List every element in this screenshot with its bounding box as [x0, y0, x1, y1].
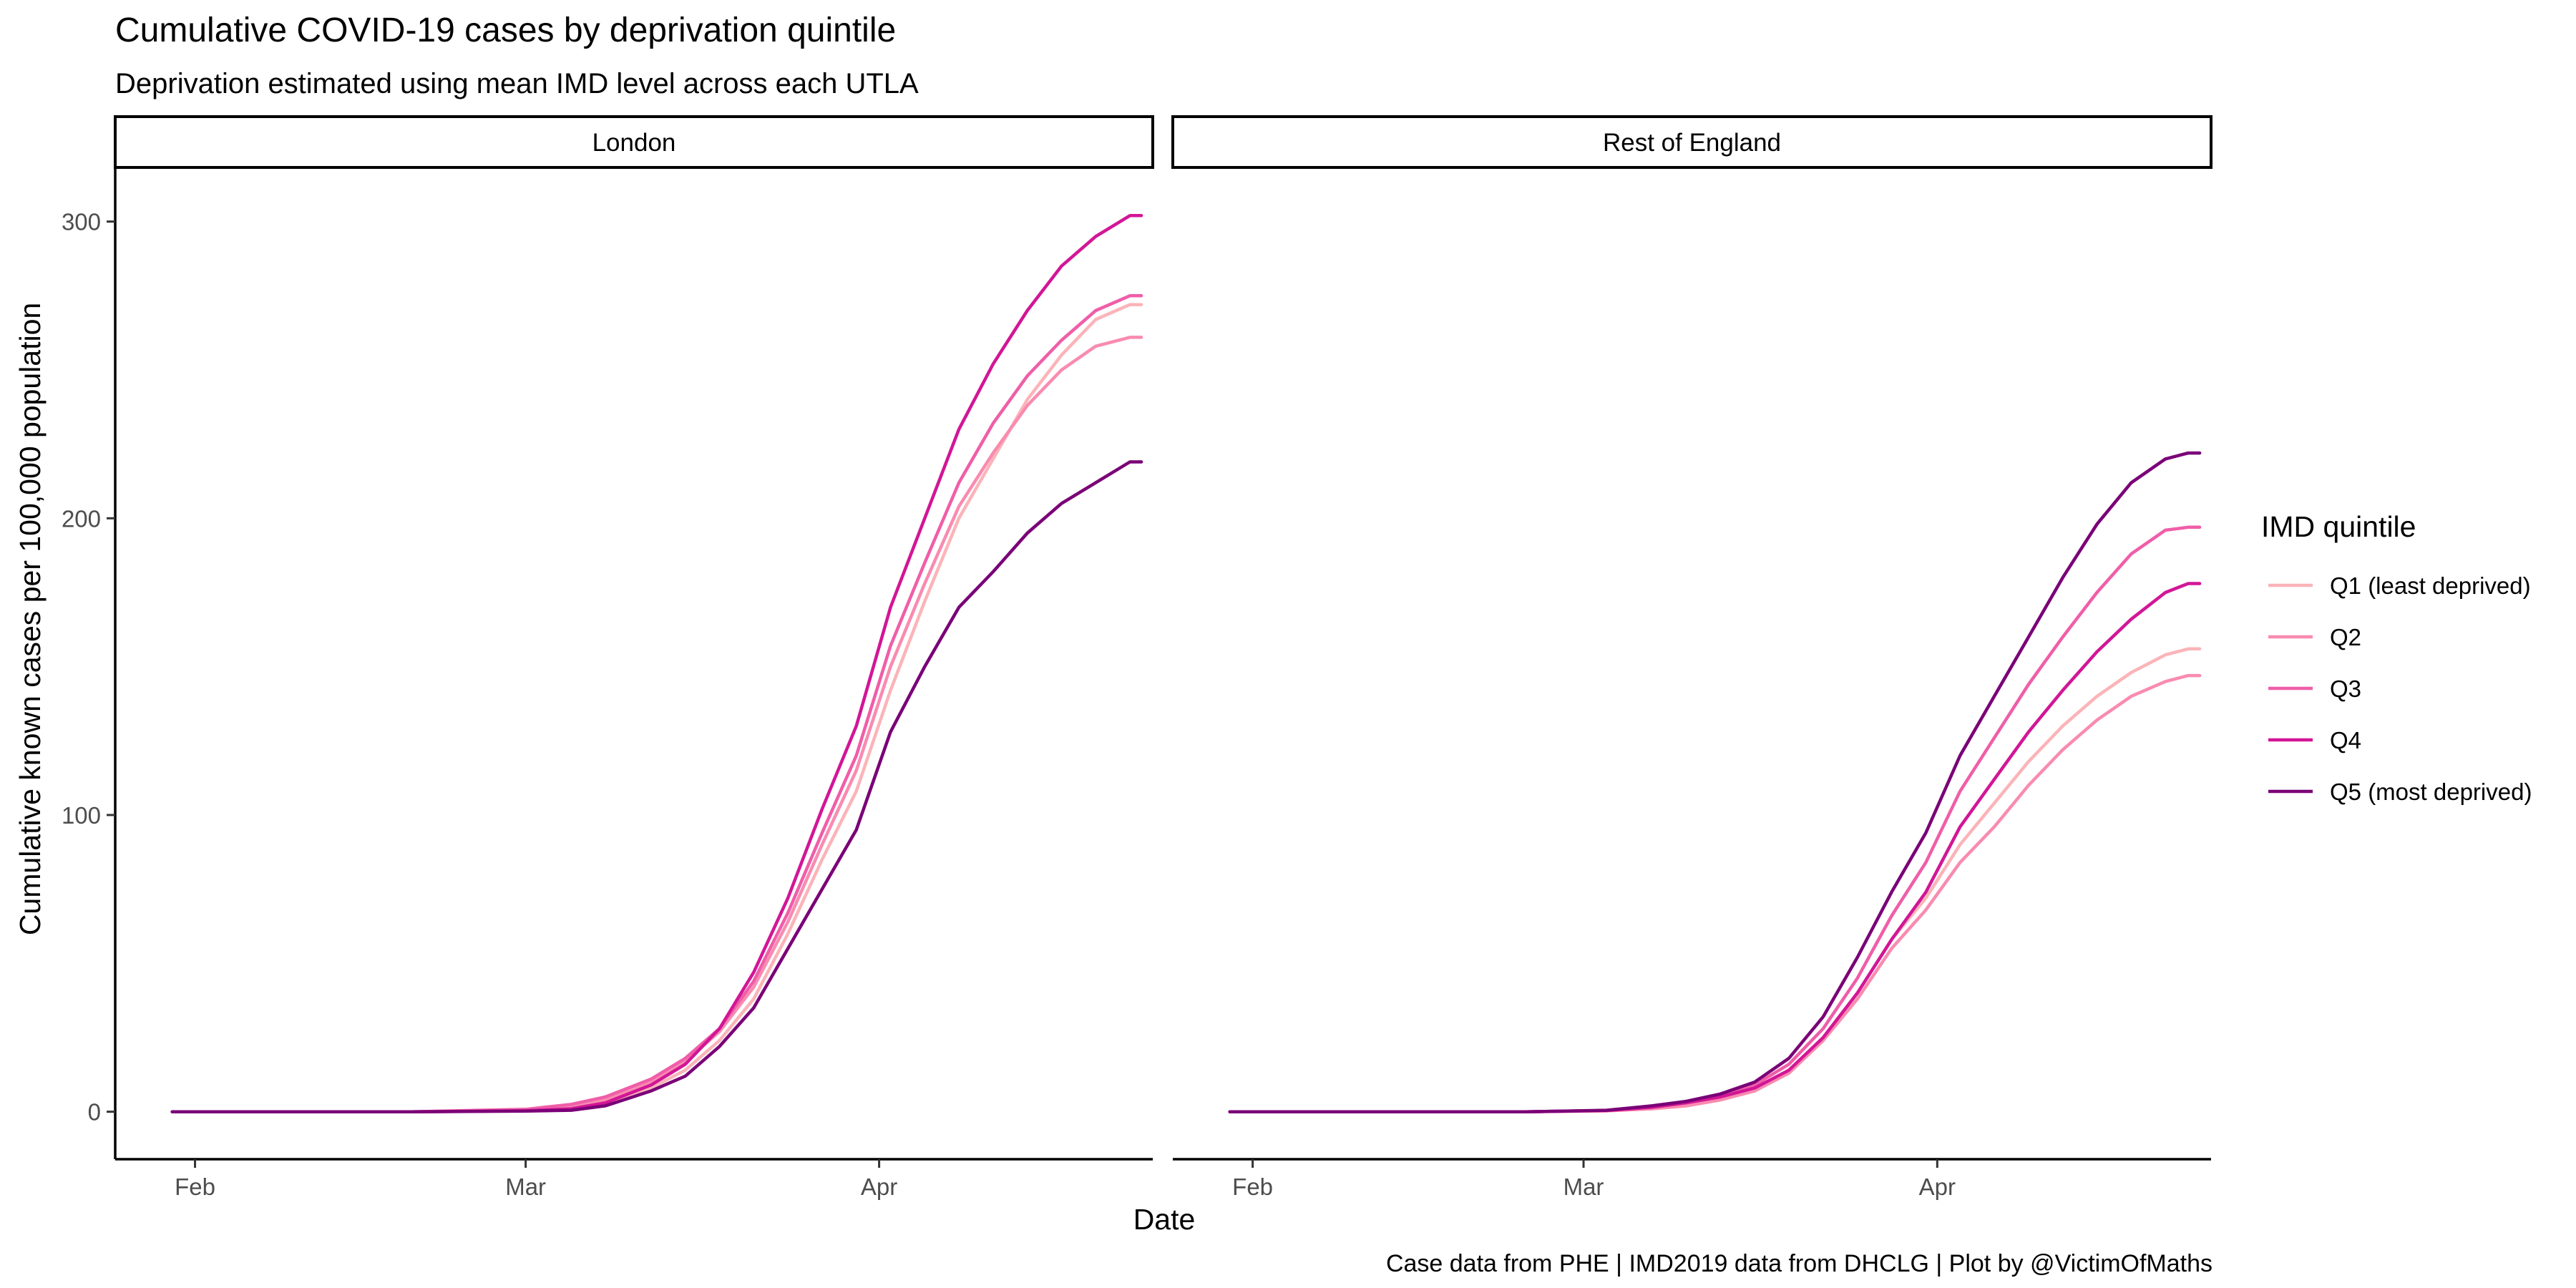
y-tick-label: 100 — [62, 802, 101, 829]
x-tick-label: Mar — [505, 1174, 546, 1200]
panel-2: Rest of England Feb Mar Apr — [1171, 115, 2212, 1200]
series-line-q5 — [170, 460, 1143, 1113]
legend-label-q5: Q5 (most deprived) — [2330, 779, 2532, 805]
series-line-q2 — [170, 336, 1143, 1113]
series-line-q2 — [1228, 673, 2202, 1113]
x-tick-label: Feb — [1232, 1174, 1273, 1200]
panel-1: London 0 100 200 300 Feb Mar Apr — [62, 115, 1154, 1200]
y-tick-label: 300 — [62, 209, 101, 235]
series-line-q4 — [170, 214, 1143, 1113]
chart-subtitle: Deprivation estimated using mean IMD lev… — [115, 68, 919, 99]
facet-strip-label: London — [592, 129, 676, 157]
facet-strip-label: Rest of England — [1603, 129, 1781, 157]
legend-label-q3: Q3 — [2330, 675, 2361, 702]
x-tick-label: Mar — [1563, 1174, 1604, 1200]
legend-title: IMD quintile — [2261, 510, 2416, 543]
facet-strip — [114, 115, 1154, 169]
chart-caption: Case data from PHE | IMD2019 data from D… — [1386, 1250, 2212, 1277]
legend: IMD quintile Q1 (least deprived) Q2 Q3 Q4 Q5… — [2261, 510, 2532, 805]
y-tick-label: 200 — [62, 505, 101, 532]
facet-strip — [1171, 115, 2212, 169]
x-axis-label: Date — [1133, 1203, 1196, 1236]
x-tick-label: Apr — [861, 1174, 897, 1200]
y-tick-label: 0 — [88, 1099, 101, 1126]
legend-label-q4: Q4 — [2330, 727, 2361, 753]
y-axis-label: Cumulative known cases per 100,000 popul… — [14, 303, 47, 935]
legend-label-q2: Q2 — [2330, 624, 2361, 650]
x-tick-label: Feb — [175, 1174, 215, 1200]
series-line-q5 — [1228, 451, 2202, 1113]
x-tick-label: Apr — [1919, 1174, 1956, 1200]
legend-label-q1: Q1 (least deprived) — [2330, 572, 2531, 599]
chart-title: Cumulative COVID-19 cases by deprivation… — [115, 11, 896, 49]
series-line-q3 — [170, 294, 1143, 1113]
